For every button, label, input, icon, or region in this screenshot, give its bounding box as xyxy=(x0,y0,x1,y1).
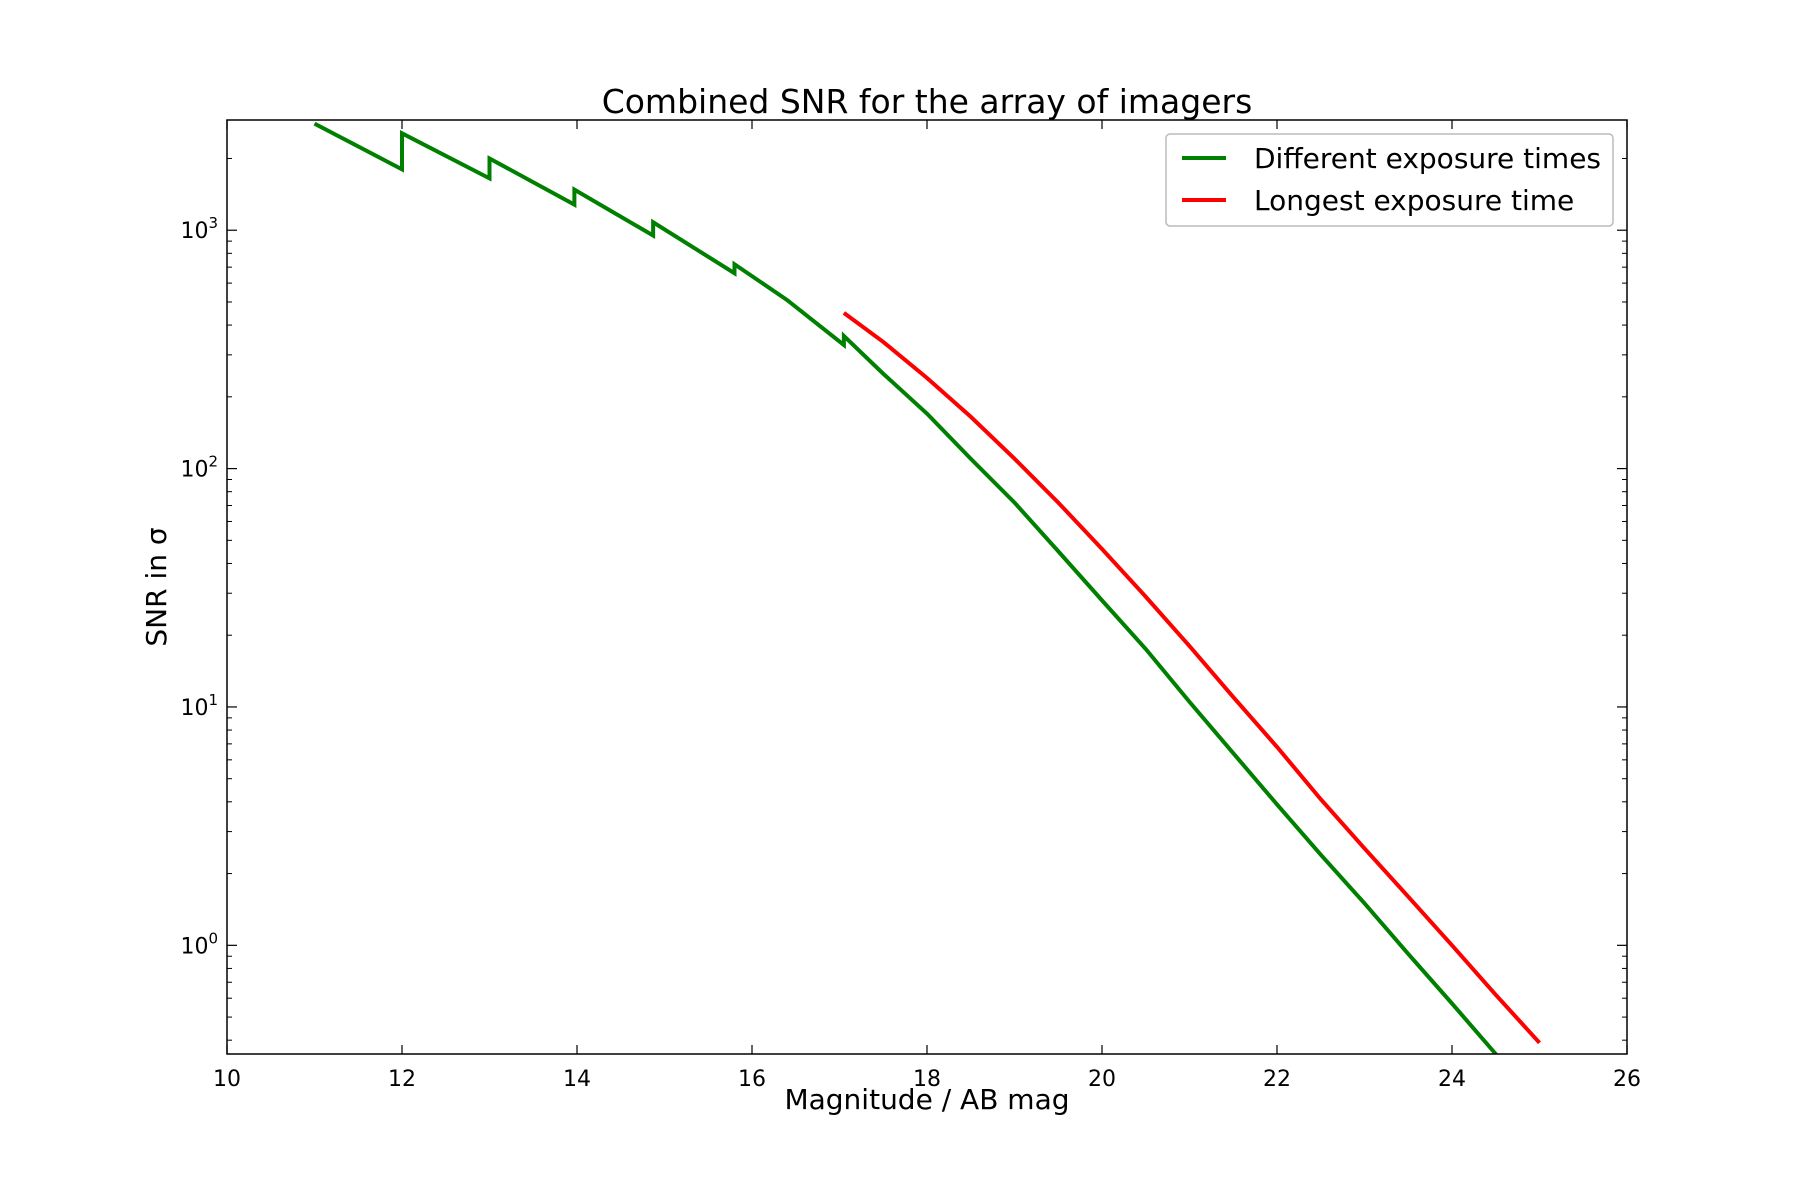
series-line-0 xyxy=(313,121,1499,1054)
series-layer xyxy=(313,121,1541,1054)
x-tick-label: 24 xyxy=(1438,1067,1466,1092)
legend-label-different-exposure: Different exposure times xyxy=(1254,142,1601,175)
legend: Different exposure times Longest exposur… xyxy=(1165,133,1614,227)
x-tick-label: 10 xyxy=(213,1067,241,1092)
legend-label-longest-exposure: Longest exposure time xyxy=(1254,184,1574,217)
series-line-1 xyxy=(842,311,1541,1045)
x-tick-label: 26 xyxy=(1613,1067,1641,1092)
x-tick-label: 16 xyxy=(738,1067,766,1092)
chart-title: Combined SNR for the array of imagers xyxy=(602,82,1253,121)
x-axis-label: Magnitude / AB mag xyxy=(784,1083,1069,1116)
x-tick-label: 20 xyxy=(1088,1067,1116,1092)
tick-layer: 10 12 14 16 18 20 22 24 26 100 101 102 103 xyxy=(180,120,1641,1092)
y-tick-label: 100 xyxy=(180,929,218,959)
x-tick-label: 12 xyxy=(388,1067,416,1092)
x-tick-label: 14 xyxy=(563,1067,591,1092)
x-tick-label: 18 xyxy=(913,1067,941,1092)
y-tick-label: 103 xyxy=(180,214,218,244)
y-tick-label: 101 xyxy=(180,691,218,721)
y-tick-label: 102 xyxy=(180,453,218,483)
x-tick-label: 22 xyxy=(1263,1067,1291,1092)
plot-frame xyxy=(226,119,1628,1055)
legend-box xyxy=(1165,133,1614,227)
y-axis-label: SNR in σ xyxy=(140,527,173,646)
